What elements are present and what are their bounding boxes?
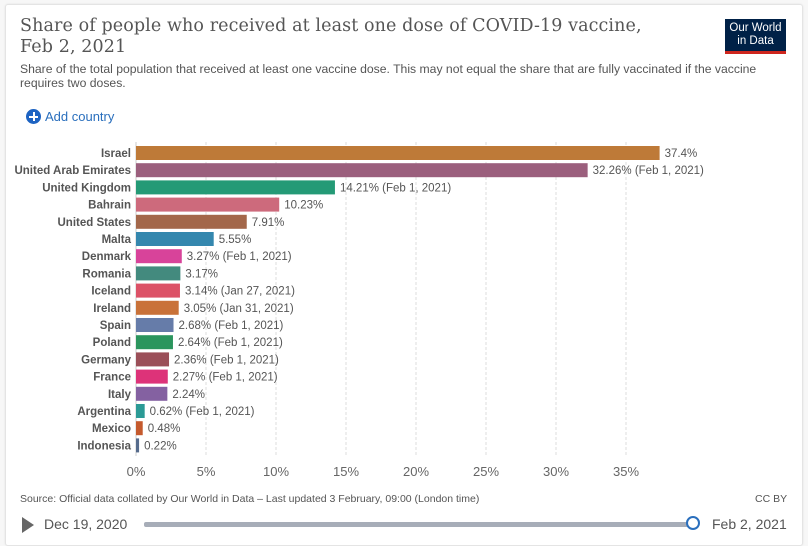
bar[interactable] [136, 232, 214, 246]
value-label: 32.26% (Feb 1, 2021) [593, 165, 704, 177]
x-tick-label: 15% [333, 464, 359, 479]
category-label: Spain [100, 320, 131, 332]
logo-line-1: Our World [729, 22, 782, 34]
bar[interactable] [136, 404, 145, 418]
category-label: Iceland [91, 286, 131, 298]
category-label: Ireland [93, 303, 131, 315]
bar[interactable] [136, 180, 335, 195]
bar[interactable] [136, 249, 182, 264]
bar[interactable] [136, 318, 174, 332]
category-label: Poland [93, 337, 131, 349]
bar[interactable] [136, 386, 168, 401]
value-label: 10.23% [284, 200, 323, 212]
x-axis-ticks: 0% 5% 10% 15% 20% 25% 30% 35% [127, 464, 640, 479]
value-label: 2.64% (Feb 1, 2021) [178, 337, 283, 349]
bar[interactable] [136, 197, 280, 212]
value-label: 5.55% [219, 234, 252, 246]
bars: Israel 37.4% United Arab Emirates 32.26% (F… [14, 146, 704, 453]
category-label: Mexico [92, 423, 131, 435]
bar[interactable] [136, 421, 143, 436]
chart-title: Share of people who received at least on… [20, 16, 642, 57]
category-label: France [93, 372, 131, 384]
play-icon[interactable] [22, 517, 34, 533]
category-label: United Arab Emirates [14, 165, 131, 177]
bar[interactable] [136, 163, 588, 178]
x-tick-label: 35% [613, 464, 639, 479]
value-label: 14.21% (Feb 1, 2021) [340, 182, 451, 194]
value-label: 0.48% [148, 423, 181, 435]
category-label: Israel [101, 148, 131, 160]
bar[interactable] [136, 438, 140, 453]
license-link[interactable]: CC BY [755, 493, 788, 505]
bar[interactable] [136, 214, 247, 229]
x-tick-label: 0% [127, 464, 146, 479]
x-tick-label: 20% [403, 464, 429, 479]
value-label: 2.36% (Feb 1, 2021) [174, 354, 279, 366]
category-label: Argentina [77, 406, 131, 418]
value-label: 2.68% (Feb 1, 2021) [179, 320, 284, 332]
bar[interactable] [136, 146, 660, 160]
category-label: Denmark [82, 251, 132, 263]
value-label: 3.14% (Jan 27, 2021) [185, 286, 295, 298]
bar[interactable] [136, 335, 173, 350]
timeline-slider-track[interactable] [144, 522, 693, 527]
value-label: 3.17% [185, 268, 218, 280]
category-label: United States [58, 217, 132, 229]
x-tick-label: 30% [543, 464, 569, 479]
bar-chart: Israel 37.4% United Arab Emirates 32.26% (F… [14, 142, 704, 479]
category-label: Malta [102, 234, 132, 246]
category-label: Germany [81, 354, 131, 366]
value-label: 3.27% (Feb 1, 2021) [187, 251, 292, 263]
timeline-slider-handle[interactable] [686, 516, 700, 530]
category-label: United Kingdom [42, 182, 131, 194]
owid-logo[interactable]: Our World in Data [725, 19, 786, 54]
bar[interactable] [136, 300, 179, 315]
category-label: Romania [82, 268, 131, 280]
timeline-start-date: Dec 19, 2020 [44, 516, 128, 532]
add-country-label: Add country [45, 109, 115, 124]
bar[interactable] [136, 283, 180, 298]
source-note: Source: Official data collated by Our Wo… [20, 493, 480, 505]
value-label: 7.91% [252, 217, 285, 229]
category-label: Indonesia [77, 440, 131, 452]
logo-line-2: in Data [737, 34, 774, 47]
add-country-button[interactable]: Add country [26, 109, 114, 124]
value-label: 0.62% (Feb 1, 2021) [150, 406, 255, 418]
plus-circle-icon [26, 109, 41, 124]
value-label: 0.22% [144, 440, 177, 452]
bar[interactable] [136, 352, 170, 367]
x-tick-label: 25% [473, 464, 499, 479]
value-label: 3.05% (Jan 31, 2021) [184, 303, 294, 315]
timeline-end-date: Feb 2, 2021 [712, 516, 787, 532]
bar[interactable] [136, 266, 181, 281]
x-tick-label: 10% [263, 464, 289, 479]
value-label: 37.4% [665, 148, 698, 160]
category-label: Bahrain [88, 200, 131, 212]
category-label: Italy [108, 389, 132, 401]
chart-subtitle: Share of the total population that recei… [20, 62, 757, 90]
value-label: 2.27% (Feb 1, 2021) [173, 372, 278, 384]
value-label: 2.24% [172, 389, 205, 401]
x-tick-label: 5% [197, 464, 216, 479]
bar[interactable] [136, 369, 168, 384]
